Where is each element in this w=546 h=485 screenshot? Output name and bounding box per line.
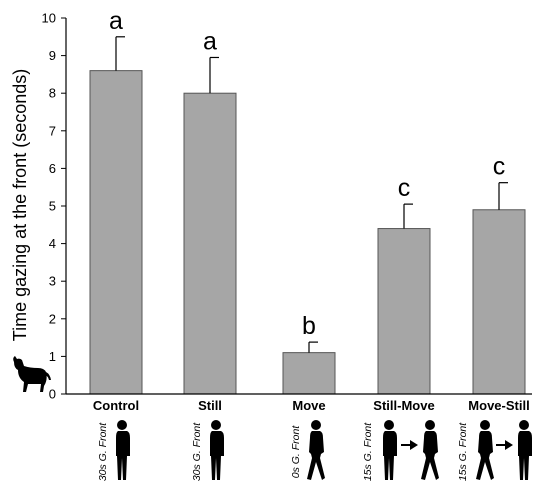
y-tick-label: 7 — [49, 123, 56, 138]
y-tick-label: 5 — [49, 199, 56, 214]
category-labels: Control Still Move Still-Move Move-Still — [93, 398, 530, 413]
person-walking-icon — [421, 420, 439, 480]
person-body — [307, 431, 325, 480]
arrow-right-icon — [496, 440, 513, 450]
y-tick-label: 10 — [42, 11, 56, 26]
error-bar — [115, 36, 125, 71]
error-bars — [115, 36, 508, 353]
person-body — [421, 431, 439, 480]
person-standing-icon — [383, 420, 397, 480]
bar — [472, 209, 526, 395]
condition-label: 30s G. Front — [191, 422, 203, 481]
person-head — [311, 420, 321, 430]
bar — [183, 92, 237, 395]
bar — [282, 352, 336, 395]
y-tick-label: 6 — [49, 161, 56, 176]
person-body — [116, 431, 130, 480]
y-tick-label: 2 — [49, 311, 56, 326]
bars — [89, 70, 526, 395]
dog-icon — [13, 356, 51, 392]
category-label: Still — [198, 398, 222, 413]
significance-letter: b — [302, 312, 316, 340]
y-tick-label: 4 — [49, 236, 56, 251]
condition-pictograms: 30s G. Front 30s G. Front 0s G. Front 15s G… — [97, 420, 532, 481]
person-body — [383, 431, 397, 480]
y-tick-label: 8 — [49, 86, 56, 101]
condition-label: 30s G. Front — [97, 422, 109, 481]
person-head — [211, 420, 221, 430]
significance-letter: c — [398, 174, 411, 202]
y-axis-ticks: 0 1 2 3 4 5 6 7 8 9 10 — [42, 11, 66, 402]
axes — [65, 18, 532, 395]
person-walking-icon — [307, 420, 325, 480]
y-tick-label: 9 — [49, 48, 56, 63]
person-body — [476, 431, 494, 480]
significance-letter: a — [109, 7, 123, 35]
person-body — [518, 431, 532, 480]
y-tick-label: 3 — [49, 274, 56, 289]
arrow-right-icon — [401, 440, 418, 450]
person-body — [210, 431, 224, 480]
condition-label: 0s G. Front — [290, 425, 302, 479]
condition-label: 15s G. Front — [457, 422, 469, 481]
category-label: Still-Move — [373, 398, 434, 413]
error-bar — [403, 203, 413, 229]
error-bar — [308, 341, 318, 353]
person-head — [519, 420, 529, 430]
significance-letter: c — [493, 153, 506, 181]
y-tick-label: 1 — [49, 349, 56, 364]
person-standing-icon — [116, 420, 130, 480]
significance-letters: a a b c c — [109, 7, 505, 340]
error-bar — [498, 182, 508, 210]
person-head — [117, 420, 127, 430]
category-label: Move-Still — [468, 398, 529, 413]
category-label: Control — [93, 398, 139, 413]
person-walking-icon — [476, 420, 494, 480]
error-bar — [209, 56, 219, 94]
person-head — [480, 420, 490, 430]
person-standing-icon — [518, 420, 532, 480]
bar — [89, 70, 143, 395]
significance-letter: a — [203, 27, 217, 55]
arrow-head — [505, 440, 513, 450]
bar — [377, 228, 431, 395]
y-tick-label: 0 — [49, 387, 56, 402]
person-standing-icon — [210, 420, 224, 480]
person-head — [384, 420, 394, 430]
condition-label: 15s G. Front — [362, 422, 374, 481]
y-axis-label: Time gazing at the front (seconds) — [10, 69, 30, 341]
arrow-head — [410, 440, 418, 450]
category-label: Move — [292, 398, 325, 413]
person-head — [425, 420, 435, 430]
